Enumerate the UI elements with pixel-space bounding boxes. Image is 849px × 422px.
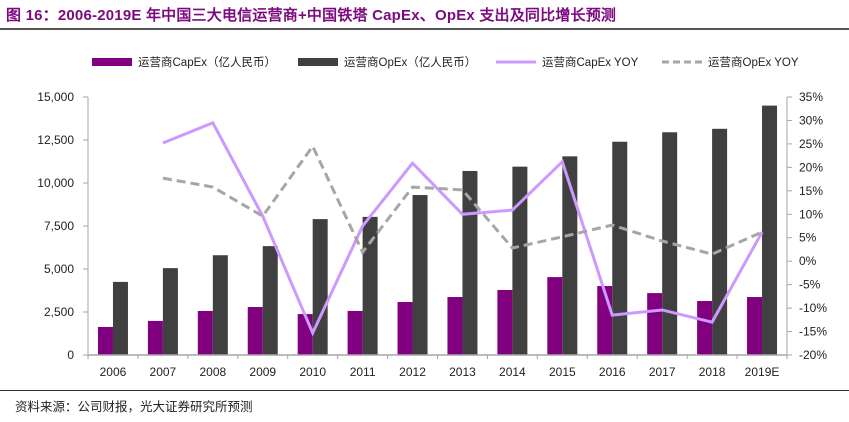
figure-title: 图 16：2006-2019E 年中国三大电信运营商+中国铁塔 CapEx、Op… — [6, 7, 617, 24]
capex-bar — [297, 314, 313, 355]
x-tick-label: 2013 — [449, 365, 476, 379]
capex-bar — [697, 300, 713, 355]
right-axis: -20% -15% -10% -5% 0% 5% 10% 15% 20% 25% 30% 35% — [786, 90, 827, 362]
right-tick-label: 10% — [799, 207, 823, 221]
opex-bar — [312, 219, 328, 355]
capex-bar — [547, 277, 563, 355]
lines — [162, 120, 764, 337]
legend-opex-yoy: 运营商OpEx YOY — [662, 55, 799, 69]
x-tick-label: 2008 — [199, 365, 226, 379]
opex-bar — [562, 156, 578, 355]
capex-bar — [497, 289, 513, 355]
opex-bar — [262, 246, 278, 355]
opex-bar — [662, 132, 678, 355]
chart: 运营商CapEx（亿人民币） 运营商OpEx（亿人民币） 运营商CapEx YOY 运… — [37, 55, 827, 379]
opex-bar — [512, 166, 528, 355]
legend-capex-yoy-label: 运营商CapEx YOY — [542, 55, 639, 69]
source-note: 资料来源：公司财报，光大证券研究所预测 — [15, 399, 253, 414]
left-tick-label: 7,500 — [44, 219, 74, 233]
opex-yoy-line — [162, 143, 763, 256]
opex-bar — [762, 105, 778, 355]
footer-divider — [0, 390, 849, 391]
left-tick-label: 10,000 — [37, 176, 74, 190]
legend-opex-label: 运营商OpEx（亿人民币） — [344, 55, 476, 69]
opex-bar — [412, 195, 428, 355]
capex-bar — [447, 297, 463, 355]
opex-bar — [212, 255, 228, 355]
x-tick-label: 2010 — [299, 365, 326, 379]
right-tick-label: -15% — [799, 325, 827, 339]
capex-bar — [197, 310, 213, 355]
x-tick-label: 2016 — [599, 365, 626, 379]
x-tick-label: 2014 — [499, 365, 526, 379]
x-tick-label: 2012 — [399, 365, 426, 379]
legend-opex-yoy-label: 运营商OpEx YOY — [708, 55, 799, 69]
capex-bar — [347, 310, 363, 355]
capex-bar — [147, 320, 163, 355]
right-tick-label: 35% — [799, 90, 823, 104]
capex-yoy-line — [162, 120, 764, 337]
x-tick-label: 2009 — [249, 365, 276, 379]
right-tick-label: 15% — [799, 184, 823, 198]
x-tick-label: 2018 — [699, 365, 726, 379]
capex-bar — [97, 326, 113, 355]
x-tick-label: 2017 — [649, 365, 676, 379]
legend-capex: 运营商CapEx（亿人民币） — [92, 55, 276, 69]
x-tick-label: 2011 — [350, 365, 376, 379]
x-tick-label: 2019E — [745, 365, 780, 379]
opex-bar — [612, 141, 628, 355]
left-tick-label: 0 — [67, 348, 74, 362]
opex-bar — [112, 281, 128, 355]
x-axis: 2006 2007 2008 2009 2010 2011 2012 2013 2014 2015… — [87, 354, 788, 379]
legend-capex-yoy: 运营商CapEx YOY — [496, 55, 639, 69]
capex-bar — [647, 293, 663, 355]
left-tick-label: 15,000 — [37, 90, 74, 104]
right-tick-label: 5% — [799, 231, 817, 245]
right-tick-label: -5% — [799, 278, 821, 292]
capex-bar — [397, 302, 413, 355]
capex-bar — [747, 297, 763, 355]
x-tick-label: 2007 — [150, 365, 177, 379]
right-tick-label: 20% — [799, 160, 823, 174]
right-tick-label: -20% — [799, 348, 827, 362]
opex-bar — [712, 128, 728, 355]
right-tick-label: -10% — [799, 301, 827, 315]
left-tick-label: 12,500 — [37, 133, 74, 147]
right-tick-label: 25% — [799, 137, 823, 151]
right-tick-label: 0% — [799, 254, 817, 268]
legend-opex: 运营商OpEx（亿人民币） — [298, 55, 476, 69]
title-divider — [0, 28, 849, 30]
legend-opex-swatch — [298, 58, 338, 66]
x-tick-label: 2015 — [549, 365, 576, 379]
legend-capex-swatch — [92, 58, 132, 66]
right-tick-label: 30% — [799, 113, 823, 127]
opex-bar — [162, 268, 178, 355]
bars — [97, 105, 778, 355]
x-tick-label: 2006 — [100, 365, 127, 379]
left-tick-label: 5,000 — [44, 262, 74, 276]
opex-bar — [362, 216, 378, 355]
legend: 运营商CapEx（亿人民币） 运营商OpEx（亿人民币） 运营商CapEx YOY 运… — [92, 55, 799, 69]
opex-bar — [462, 170, 478, 355]
legend-capex-label: 运营商CapEx（亿人民币） — [138, 55, 276, 69]
capex-bar — [247, 307, 263, 355]
left-tick-label: 2,500 — [44, 305, 74, 319]
left-axis: 0 2,500 5,000 7,500 10,000 12,500 15,000 — [37, 90, 89, 362]
